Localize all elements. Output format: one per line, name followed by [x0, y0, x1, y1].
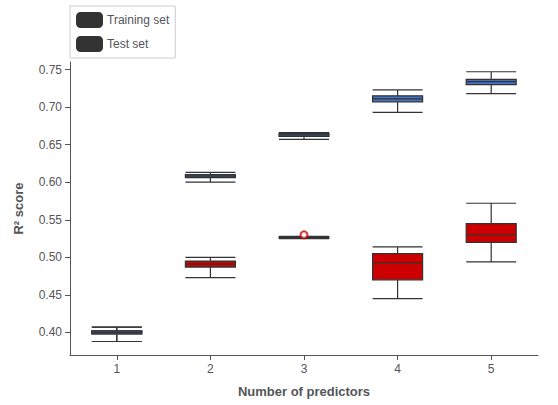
svg-text:0.55: 0.55: [39, 213, 63, 227]
svg-text:0.65: 0.65: [39, 138, 63, 152]
svg-text:1: 1: [113, 362, 120, 376]
svg-text:Training set: Training set: [107, 13, 170, 27]
svg-text:Number of predictors: Number of predictors: [238, 384, 370, 399]
svg-text:0.70: 0.70: [39, 100, 63, 114]
svg-text:4: 4: [394, 362, 401, 376]
svg-text:R² score: R² score: [11, 182, 26, 234]
svg-text:0.45: 0.45: [39, 288, 63, 302]
svg-text:0.40: 0.40: [39, 325, 63, 339]
svg-text:0.50: 0.50: [39, 250, 63, 264]
svg-text:0.75: 0.75: [39, 63, 63, 77]
svg-text:2: 2: [207, 362, 214, 376]
svg-text:3: 3: [301, 362, 308, 376]
svg-text:5: 5: [488, 362, 495, 376]
svg-text:Test set: Test set: [107, 37, 149, 51]
svg-text:0.60: 0.60: [39, 175, 63, 189]
